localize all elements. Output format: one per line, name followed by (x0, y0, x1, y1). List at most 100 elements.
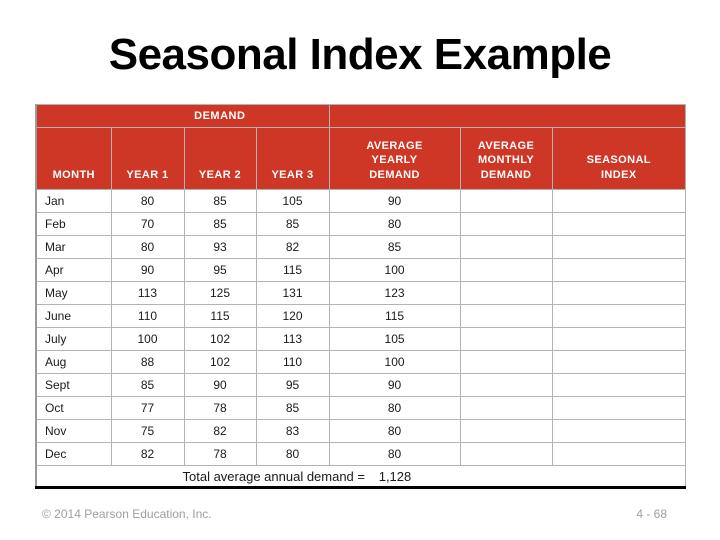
year1-cell: 90 (110, 258, 185, 282)
year1-cell: 100 (110, 327, 185, 351)
year3-cell: 80 (255, 442, 330, 466)
year3-cell: 131 (255, 281, 330, 305)
avg-monthly-cell (459, 396, 553, 420)
page-title: Seasonal Index Example (108, 30, 612, 79)
year1-cell: 80 (110, 189, 185, 213)
year3-cell: 95 (255, 373, 330, 397)
copyright-text: © 2014 Pearson Education, Inc. (42, 507, 212, 521)
demand-band-spacer (328, 104, 687, 128)
year1-cell: 85 (110, 373, 185, 397)
total-cell: Total average annual demand = 1,128 (35, 465, 686, 488)
year2-cell: 78 (183, 442, 257, 466)
year1-cell: 80 (110, 235, 185, 259)
avg-monthly-cell (459, 419, 553, 443)
seasonal-index-cell (551, 304, 687, 328)
seasonal-index-cell (551, 373, 687, 397)
month-cell: Nov (35, 419, 112, 443)
avg-monthly-cell (459, 281, 553, 305)
seasonal-index-cell (551, 189, 687, 213)
column-header-seasonal-index: SEASONAL INDEX (551, 127, 687, 190)
year3-cell: 105 (255, 189, 330, 213)
month-cell: June (35, 304, 112, 328)
table-row: Mar 80 93 82 85 (35, 235, 687, 259)
total-value: 1,128 (378, 468, 412, 484)
year2-cell: 102 (183, 350, 257, 374)
avg-yearly-cell: 123 (328, 281, 461, 305)
demand-band-label: DEMAND (35, 104, 330, 128)
avg-yearly-cell: 85 (328, 235, 461, 259)
seasonal-index-cell (551, 212, 687, 236)
year1-cell: 70 (110, 212, 185, 236)
avg-monthly-cell (459, 373, 553, 397)
sum-underline (353, 466, 417, 467)
table-row: July 100 102 113 105 (35, 327, 687, 351)
year1-cell: 88 (110, 350, 185, 374)
seasonal-index-cell (551, 442, 687, 466)
month-cell: July (35, 327, 112, 351)
table-row: Feb 70 85 85 80 (35, 212, 687, 236)
year1-cell: 75 (110, 419, 185, 443)
month-cell: Apr (35, 258, 112, 282)
total-label: Total average annual demand = (182, 468, 366, 484)
avg-yearly-cell: 80 (328, 396, 461, 420)
year2-cell: 82 (183, 419, 257, 443)
month-cell: Oct (35, 396, 112, 420)
avg-monthly-cell (459, 304, 553, 328)
table-row: Dec 82 78 80 80 (35, 442, 687, 466)
year3-cell: 85 (255, 212, 330, 236)
year2-cell: 102 (183, 327, 257, 351)
year2-cell: 85 (183, 189, 257, 213)
year2-cell: 78 (183, 396, 257, 420)
year1-cell: 82 (110, 442, 185, 466)
avg-monthly-cell (459, 258, 553, 282)
month-cell: Sept (35, 373, 112, 397)
year2-cell: 125 (183, 281, 257, 305)
year1-cell: 77 (110, 396, 185, 420)
table-row: June 110 115 120 115 (35, 304, 687, 328)
demand-table: DEMAND MONTH YEAR 1 YEAR 2 YEAR 3 AVERAG… (35, 104, 687, 489)
table-row: Oct 77 78 85 80 (35, 396, 687, 420)
avg-yearly-cell: 115 (328, 304, 461, 328)
seasonal-index-cell (551, 419, 687, 443)
month-cell: Jan (35, 189, 112, 213)
avg-monthly-cell (459, 189, 553, 213)
year3-cell: 115 (255, 258, 330, 282)
seasonal-index-cell (551, 350, 687, 374)
avg-yearly-cell: 80 (328, 212, 461, 236)
table-row: Jan 80 85 105 90 (35, 189, 687, 213)
seasonal-index-cell (551, 258, 687, 282)
avg-yearly-cell: 90 (328, 373, 461, 397)
total-row: Total average annual demand = 1,128 (35, 465, 686, 488)
avg-yearly-cell: 100 (328, 350, 461, 374)
year3-cell: 82 (255, 235, 330, 259)
table-row: Nov 75 82 83 80 (35, 419, 687, 443)
avg-monthly-cell (459, 350, 553, 374)
year2-cell: 95 (183, 258, 257, 282)
column-header-year3: YEAR 3 (255, 127, 330, 190)
year2-cell: 85 (183, 212, 257, 236)
year2-cell: 115 (183, 304, 257, 328)
avg-yearly-cell: 80 (328, 442, 461, 466)
year1-cell: 110 (110, 304, 185, 328)
seasonal-index-cell (551, 235, 687, 259)
month-cell: Dec (35, 442, 112, 466)
month-cell: Feb (35, 212, 112, 236)
column-header-row: MONTH YEAR 1 YEAR 2 YEAR 3 AVERAGE YEARL… (35, 127, 687, 190)
month-cell: May (35, 281, 112, 305)
table-row: Sept 85 90 95 90 (35, 373, 687, 397)
seasonal-index-cell (551, 327, 687, 351)
month-cell: Mar (35, 235, 112, 259)
year3-cell: 113 (255, 327, 330, 351)
year2-cell: 93 (183, 235, 257, 259)
avg-yearly-cell: 100 (328, 258, 461, 282)
avg-monthly-cell (459, 212, 553, 236)
column-header-avg-yearly-demand: AVERAGE YEARLY DEMAND (328, 127, 461, 190)
year3-cell: 83 (255, 419, 330, 443)
avg-yearly-cell: 80 (328, 419, 461, 443)
table-row: Apr 90 95 115 100 (35, 258, 687, 282)
year3-cell: 85 (255, 396, 330, 420)
avg-yearly-cell: 105 (328, 327, 461, 351)
seasonal-index-cell (551, 281, 687, 305)
column-header-month: MONTH (35, 127, 112, 190)
